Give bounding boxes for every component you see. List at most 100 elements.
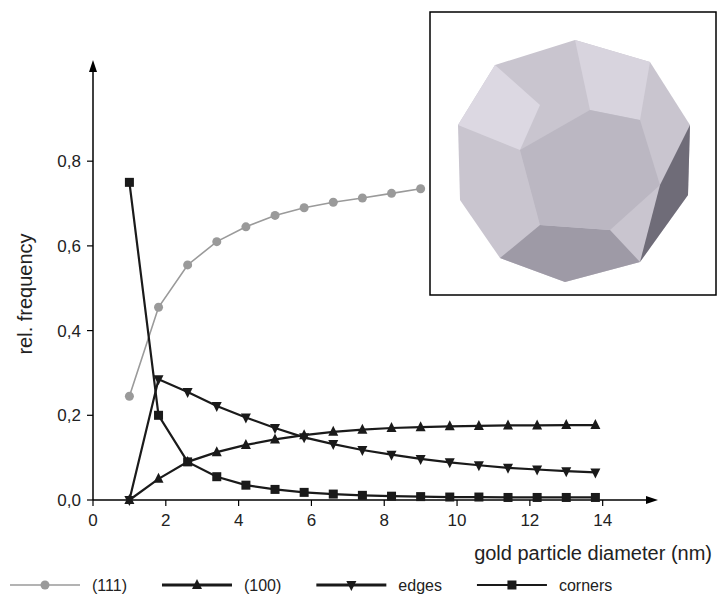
data-point [125, 178, 134, 187]
data-point [183, 456, 193, 466]
y-tick [87, 415, 93, 416]
data-point [387, 492, 396, 501]
data-point [154, 303, 163, 312]
x-axis-title: gold particle diameter (nm) [474, 542, 712, 564]
data-point [212, 472, 221, 481]
data-point [474, 493, 483, 502]
data-point [183, 388, 193, 398]
x-tick-label: 8 [380, 511, 389, 530]
legend-label: (111) [92, 577, 127, 594]
data-point [416, 184, 425, 193]
data-point [154, 473, 164, 483]
data-point [241, 439, 251, 449]
legend-label: (100) [244, 577, 281, 594]
data-point [271, 211, 280, 220]
x-tick [311, 500, 312, 506]
data-point [358, 194, 367, 203]
data-point [445, 493, 454, 502]
data-point [358, 491, 367, 500]
series-line [129, 379, 595, 500]
data-point [124, 496, 134, 506]
particle-body [458, 40, 690, 282]
data-point [503, 419, 513, 429]
data-point [416, 492, 425, 501]
particle-facet [458, 65, 540, 150]
data-point [474, 420, 484, 430]
legend: (111) (100) edges corners [10, 577, 612, 594]
data-point [183, 260, 192, 269]
legend-label: corners [559, 577, 612, 594]
data-point [329, 490, 338, 499]
data-point [271, 485, 280, 494]
data-point [300, 488, 309, 497]
x-tick [238, 500, 239, 506]
data-point [532, 466, 542, 476]
x-tick [456, 500, 457, 506]
x-tick-label: 14 [593, 511, 612, 530]
x-tick [529, 500, 530, 506]
data-point [270, 433, 280, 443]
data-point [212, 402, 222, 412]
data-point [387, 422, 397, 432]
legend-label: edges [398, 577, 442, 594]
y-arrow [89, 60, 97, 72]
data-point [357, 446, 367, 456]
x-arrow [646, 496, 658, 504]
y-tick-label: 0,6 [57, 237, 81, 256]
data-point [504, 493, 513, 502]
data-point [445, 420, 455, 430]
data-point [241, 222, 250, 231]
data-point [329, 198, 338, 207]
data-point [241, 413, 251, 423]
data-point [416, 421, 426, 431]
data-point [328, 440, 338, 450]
data-point [241, 481, 250, 490]
x-tick-label: 4 [234, 511, 243, 530]
data-point [532, 419, 542, 429]
data-point [300, 203, 309, 212]
data-point [445, 458, 455, 468]
data-point [590, 468, 600, 478]
data-point [561, 467, 571, 477]
data-point [591, 493, 600, 502]
y-tick [87, 161, 93, 162]
particle-facet [520, 110, 660, 230]
data-point [125, 392, 134, 401]
data-point [387, 189, 396, 198]
data-point [357, 424, 367, 434]
data-point [503, 464, 513, 474]
legend-marker [507, 581, 516, 590]
y-tick-label: 0,4 [57, 322, 81, 341]
x-tick [165, 500, 166, 506]
y-axis-title: rel. frequency [14, 233, 36, 354]
y-tick [87, 245, 93, 246]
y-tick-label: 0,8 [57, 152, 81, 171]
inset [430, 12, 716, 295]
data-point [212, 446, 222, 456]
data-point [561, 419, 571, 429]
particle-facet [575, 40, 650, 120]
data-point [474, 461, 484, 471]
x-tick [384, 500, 385, 506]
data-point [562, 493, 571, 502]
data-point [416, 455, 426, 465]
legend-marker [346, 581, 356, 591]
data-point [299, 433, 309, 443]
inset-frame [430, 12, 716, 295]
y-axis [92, 68, 94, 500]
series-line [129, 189, 420, 397]
legend-marker [192, 579, 202, 589]
x-tick-label: 0 [88, 511, 97, 530]
series-line [129, 425, 595, 500]
x-tick-label: 12 [520, 511, 539, 530]
y-tick [87, 330, 93, 331]
y-tick-label: 0,0 [57, 491, 81, 510]
x-tick [602, 500, 603, 506]
data-point [533, 493, 542, 502]
y-tick-label: 0,2 [57, 406, 81, 425]
data-point [270, 424, 280, 434]
data-point [154, 411, 163, 420]
data-point [387, 451, 397, 461]
x-tick-label: 10 [448, 511, 467, 530]
legend-marker [41, 581, 50, 590]
